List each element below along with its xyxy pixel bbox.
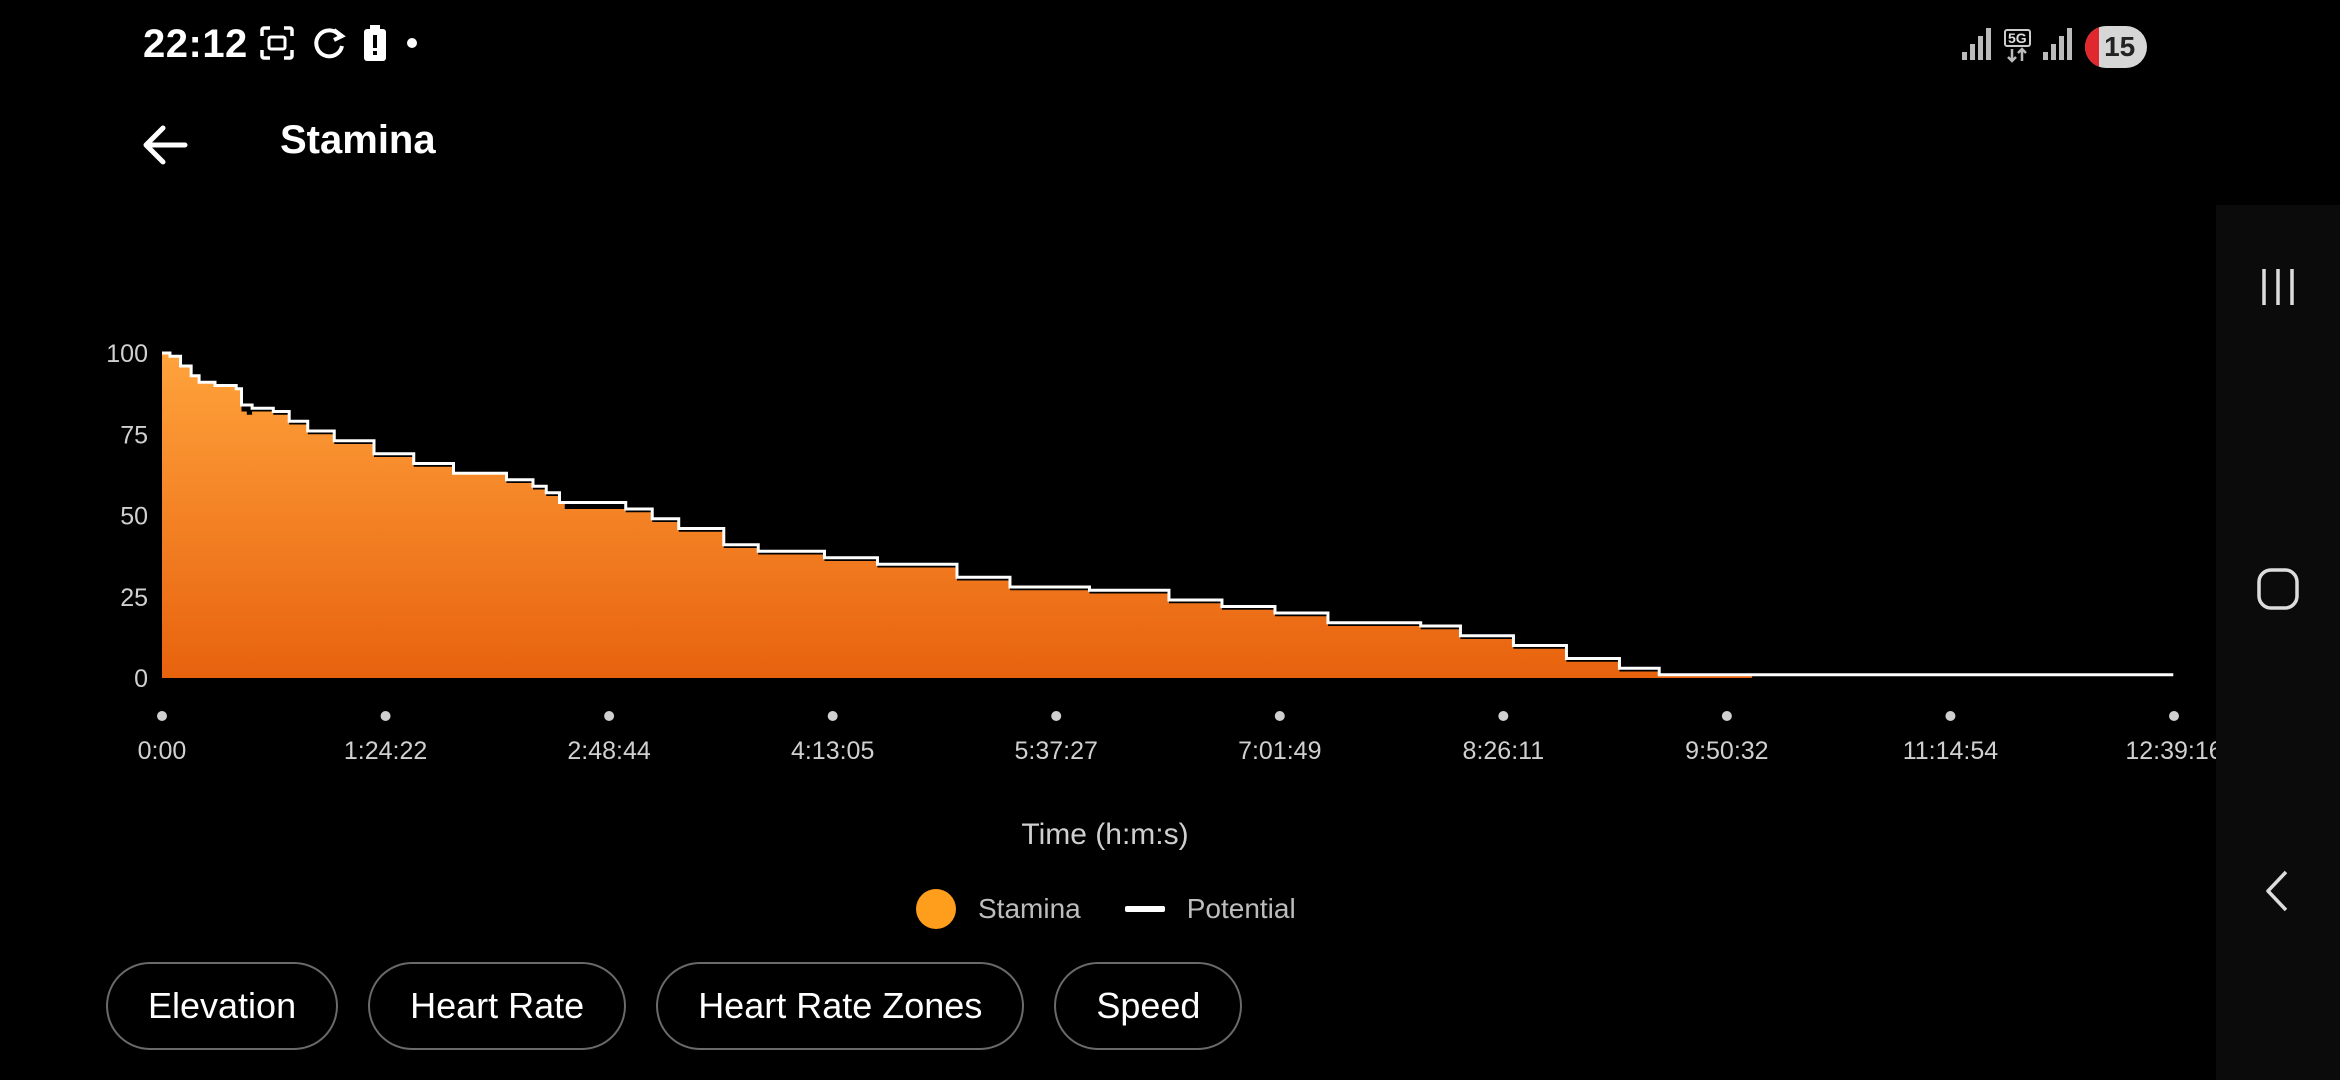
navigation-bar (2216, 205, 2340, 1080)
x-tick-label: 5:37:27 (1015, 737, 1098, 765)
potential-line (162, 351, 2174, 677)
x-tick-dot (157, 711, 167, 721)
y-axis-labels: 0 25 50 75 100 (106, 340, 148, 693)
x-axis: 0:00 1:24:22 2:48:44 4:13:05 5:37:27 7:01:49 8… (138, 711, 2216, 765)
x-tick-label: 12:39:16 (2125, 737, 2216, 765)
home-button[interactable] (2216, 539, 2340, 639)
status-bar: 22:12 5G 15 (0, 0, 2216, 95)
x-axis-title: Time (h:m:s) (1021, 818, 1189, 851)
stamina-chart: 0 25 50 75 100 0:00 1:24:22 2:48:44 4:13:05 5:37… (106, 340, 2216, 765)
home-icon (2257, 568, 2299, 610)
recent-apps-icon (2262, 269, 2294, 305)
x-tick-dot (1498, 711, 1509, 721)
status-icons-right: 5G 15 (1960, 24, 2147, 69)
x-tick-dot (2169, 711, 2179, 721)
y-tick-label: 0 (134, 665, 148, 693)
x-tick-label: 2:48:44 (567, 737, 651, 765)
y-tick-label: 50 (120, 503, 148, 531)
metric-chips: Elevation Heart Rate Heart Rate Zones Sp… (106, 962, 1243, 1050)
y-tick-label: 75 (120, 421, 148, 449)
screenshot-icon (258, 24, 296, 67)
battery-alert-icon (362, 24, 388, 67)
notification-badge: 15 (2084, 25, 2147, 68)
back-button[interactable] (132, 112, 198, 178)
back-icon (2266, 870, 2288, 912)
chart-legend: Stamina Potential (916, 884, 1296, 934)
legend-potential-swatch (1124, 906, 1165, 912)
arrow-left-icon (143, 125, 188, 165)
legend-potential-label: Potential (1186, 893, 1296, 924)
legend-stamina-swatch (916, 889, 956, 929)
signal-icon (1960, 24, 1994, 69)
page-title: Stamina (280, 118, 436, 162)
x-tick-dot (827, 711, 838, 721)
signal-icon-2 (2041, 24, 2075, 69)
x-tick-dot (1051, 711, 1062, 721)
y-tick-label: 25 (120, 584, 148, 612)
dot-icon (402, 24, 422, 67)
x-tick-dot (604, 711, 615, 721)
x-tick-label: 11:14:54 (1903, 737, 1999, 765)
nav-back-button[interactable] (2216, 841, 2340, 941)
x-tick-label: 8:26:11 (1463, 737, 1545, 765)
chip-heart-rate[interactable]: Heart Rate (368, 962, 627, 1050)
x-tick-dot (380, 711, 391, 721)
legend-stamina-label: Stamina (978, 893, 1081, 924)
recent-apps-button[interactable] (2216, 237, 2340, 337)
chip-elevation[interactable]: Elevation (106, 962, 339, 1050)
x-tick-label: 7:01:49 (1238, 737, 1321, 765)
x-tick-dot (1945, 711, 1956, 721)
x-tick-dot (1721, 711, 1732, 721)
y-tick-label: 100 (106, 340, 148, 368)
x-tick-label: 4:13:05 (791, 737, 874, 765)
x-tick-dot (1274, 711, 1285, 721)
stamina-area (162, 353, 2174, 678)
network-5g-icon: 5G (2004, 28, 2031, 65)
sync-icon (310, 24, 348, 67)
x-tick-label: 1:24:22 (344, 737, 427, 765)
x-tick-label: 0:00 (138, 737, 187, 765)
status-icons-left (258, 24, 422, 67)
x-tick-label: 9:50:32 (1685, 737, 1768, 765)
chip-heart-rate-zones[interactable]: Heart Rate Zones (656, 962, 1025, 1050)
chip-speed[interactable]: Speed (1054, 962, 1243, 1050)
status-time: 22:12 (143, 22, 248, 66)
